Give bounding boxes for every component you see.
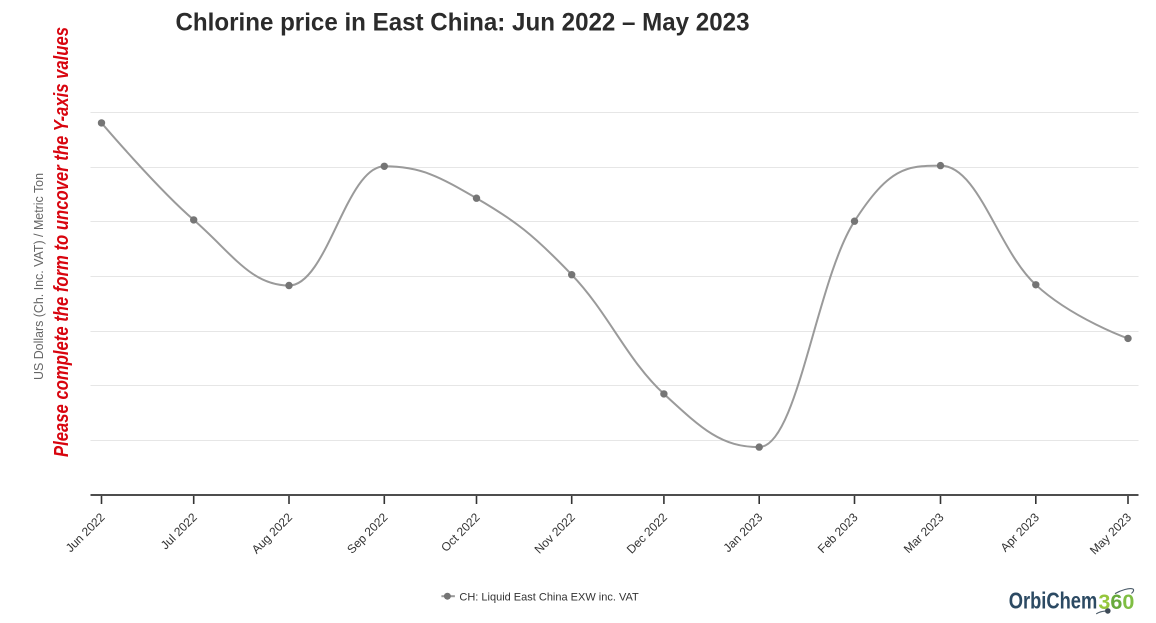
- svg-text:OrbiChem: OrbiChem: [1009, 588, 1098, 614]
- svg-text:US Dollars (Ch. Inc. VAT) / Me: US Dollars (Ch. Inc. VAT) / Metric Ton: [31, 173, 46, 380]
- svg-text:360: 360: [1098, 591, 1134, 614]
- svg-text:Chlorine price in East China:: Chlorine price in East China: Jun 2022 –…: [176, 8, 750, 36]
- svg-text:Please complete the form to un: Please complete the form to uncover the …: [51, 27, 73, 457]
- svg-text:CH: Liquid East China EXW inc.: CH: Liquid East China EXW inc. VAT: [459, 591, 639, 603]
